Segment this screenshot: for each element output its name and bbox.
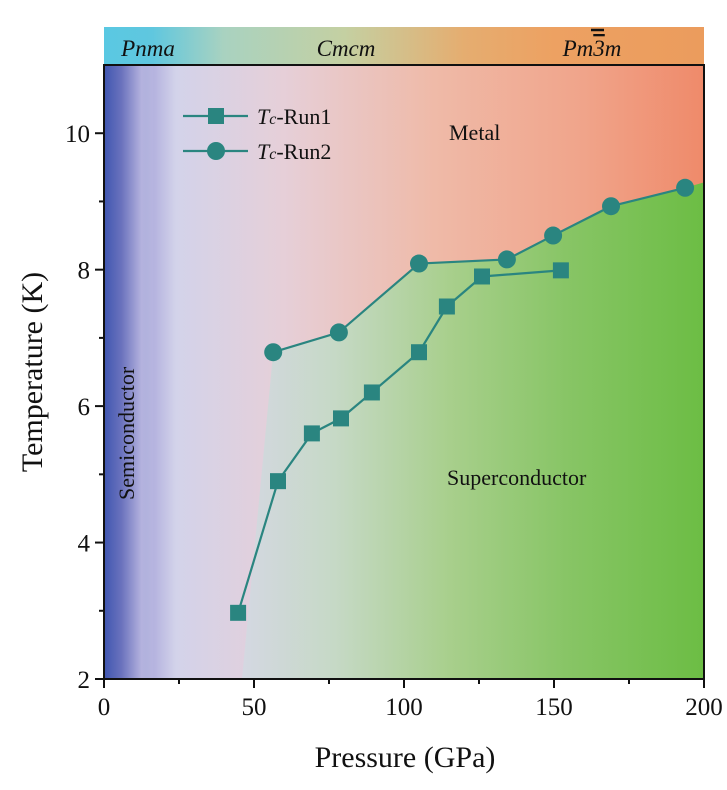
x-tick-label: 150 [535, 694, 573, 721]
data-point-square [411, 344, 427, 361]
y-tick-label: 6 [78, 394, 91, 421]
x-tick-label: 200 [685, 694, 723, 721]
superconductor-region [242, 182, 704, 679]
y-tick-label: 8 [78, 258, 91, 285]
data-point-square [363, 384, 380, 401]
legend-square-marker [208, 108, 224, 124]
data-point-circle [264, 343, 283, 362]
series-tc-run2 [264, 178, 695, 362]
y-tick-label: 4 [78, 531, 91, 558]
region-label-superconductor: Superconductor [447, 465, 587, 490]
region-label-semiconductor: Semiconductor [114, 366, 139, 500]
y-axis-title: Temperature (K) [16, 272, 49, 472]
legend-label: Tc-Run2 [257, 139, 331, 164]
data-point-circle [676, 178, 695, 197]
semiconductor-region [104, 65, 154, 679]
legend-label: Tc-Run1 [257, 104, 331, 129]
y-tick-label: 2 [78, 667, 91, 694]
data-point-circle [602, 197, 620, 216]
data-point-square [270, 473, 286, 490]
y-tick-label: 10 [65, 121, 90, 148]
data-point-circle [497, 250, 516, 269]
data-point-square [230, 604, 247, 621]
legend-circle-marker [207, 142, 225, 160]
phase-label-cmcm: Cmcm [317, 36, 376, 61]
x-tick-label: 100 [385, 694, 423, 721]
data-point-square [474, 268, 490, 285]
data-point-square [438, 298, 455, 315]
x-axis-title: Pressure (GPa) [315, 741, 496, 774]
x-tick-label: 0 [98, 694, 111, 721]
phase-bar [104, 27, 704, 65]
data-point-square [333, 410, 349, 427]
data-point-circle [544, 226, 563, 245]
series-tc-run1 [230, 262, 569, 621]
legend: Tc-Run1 Tc-Run2 [183, 104, 331, 164]
phase-label-pm3m: Pm3m [562, 36, 622, 61]
region-label-metal: Metal [449, 120, 500, 145]
data-point-circle [329, 323, 348, 342]
data-point-square [303, 425, 320, 442]
data-point-circle [410, 254, 428, 273]
x-tick-label: 50 [242, 694, 267, 721]
data-point-square [552, 262, 569, 279]
phase-label-pnma: Pnma [120, 36, 175, 61]
